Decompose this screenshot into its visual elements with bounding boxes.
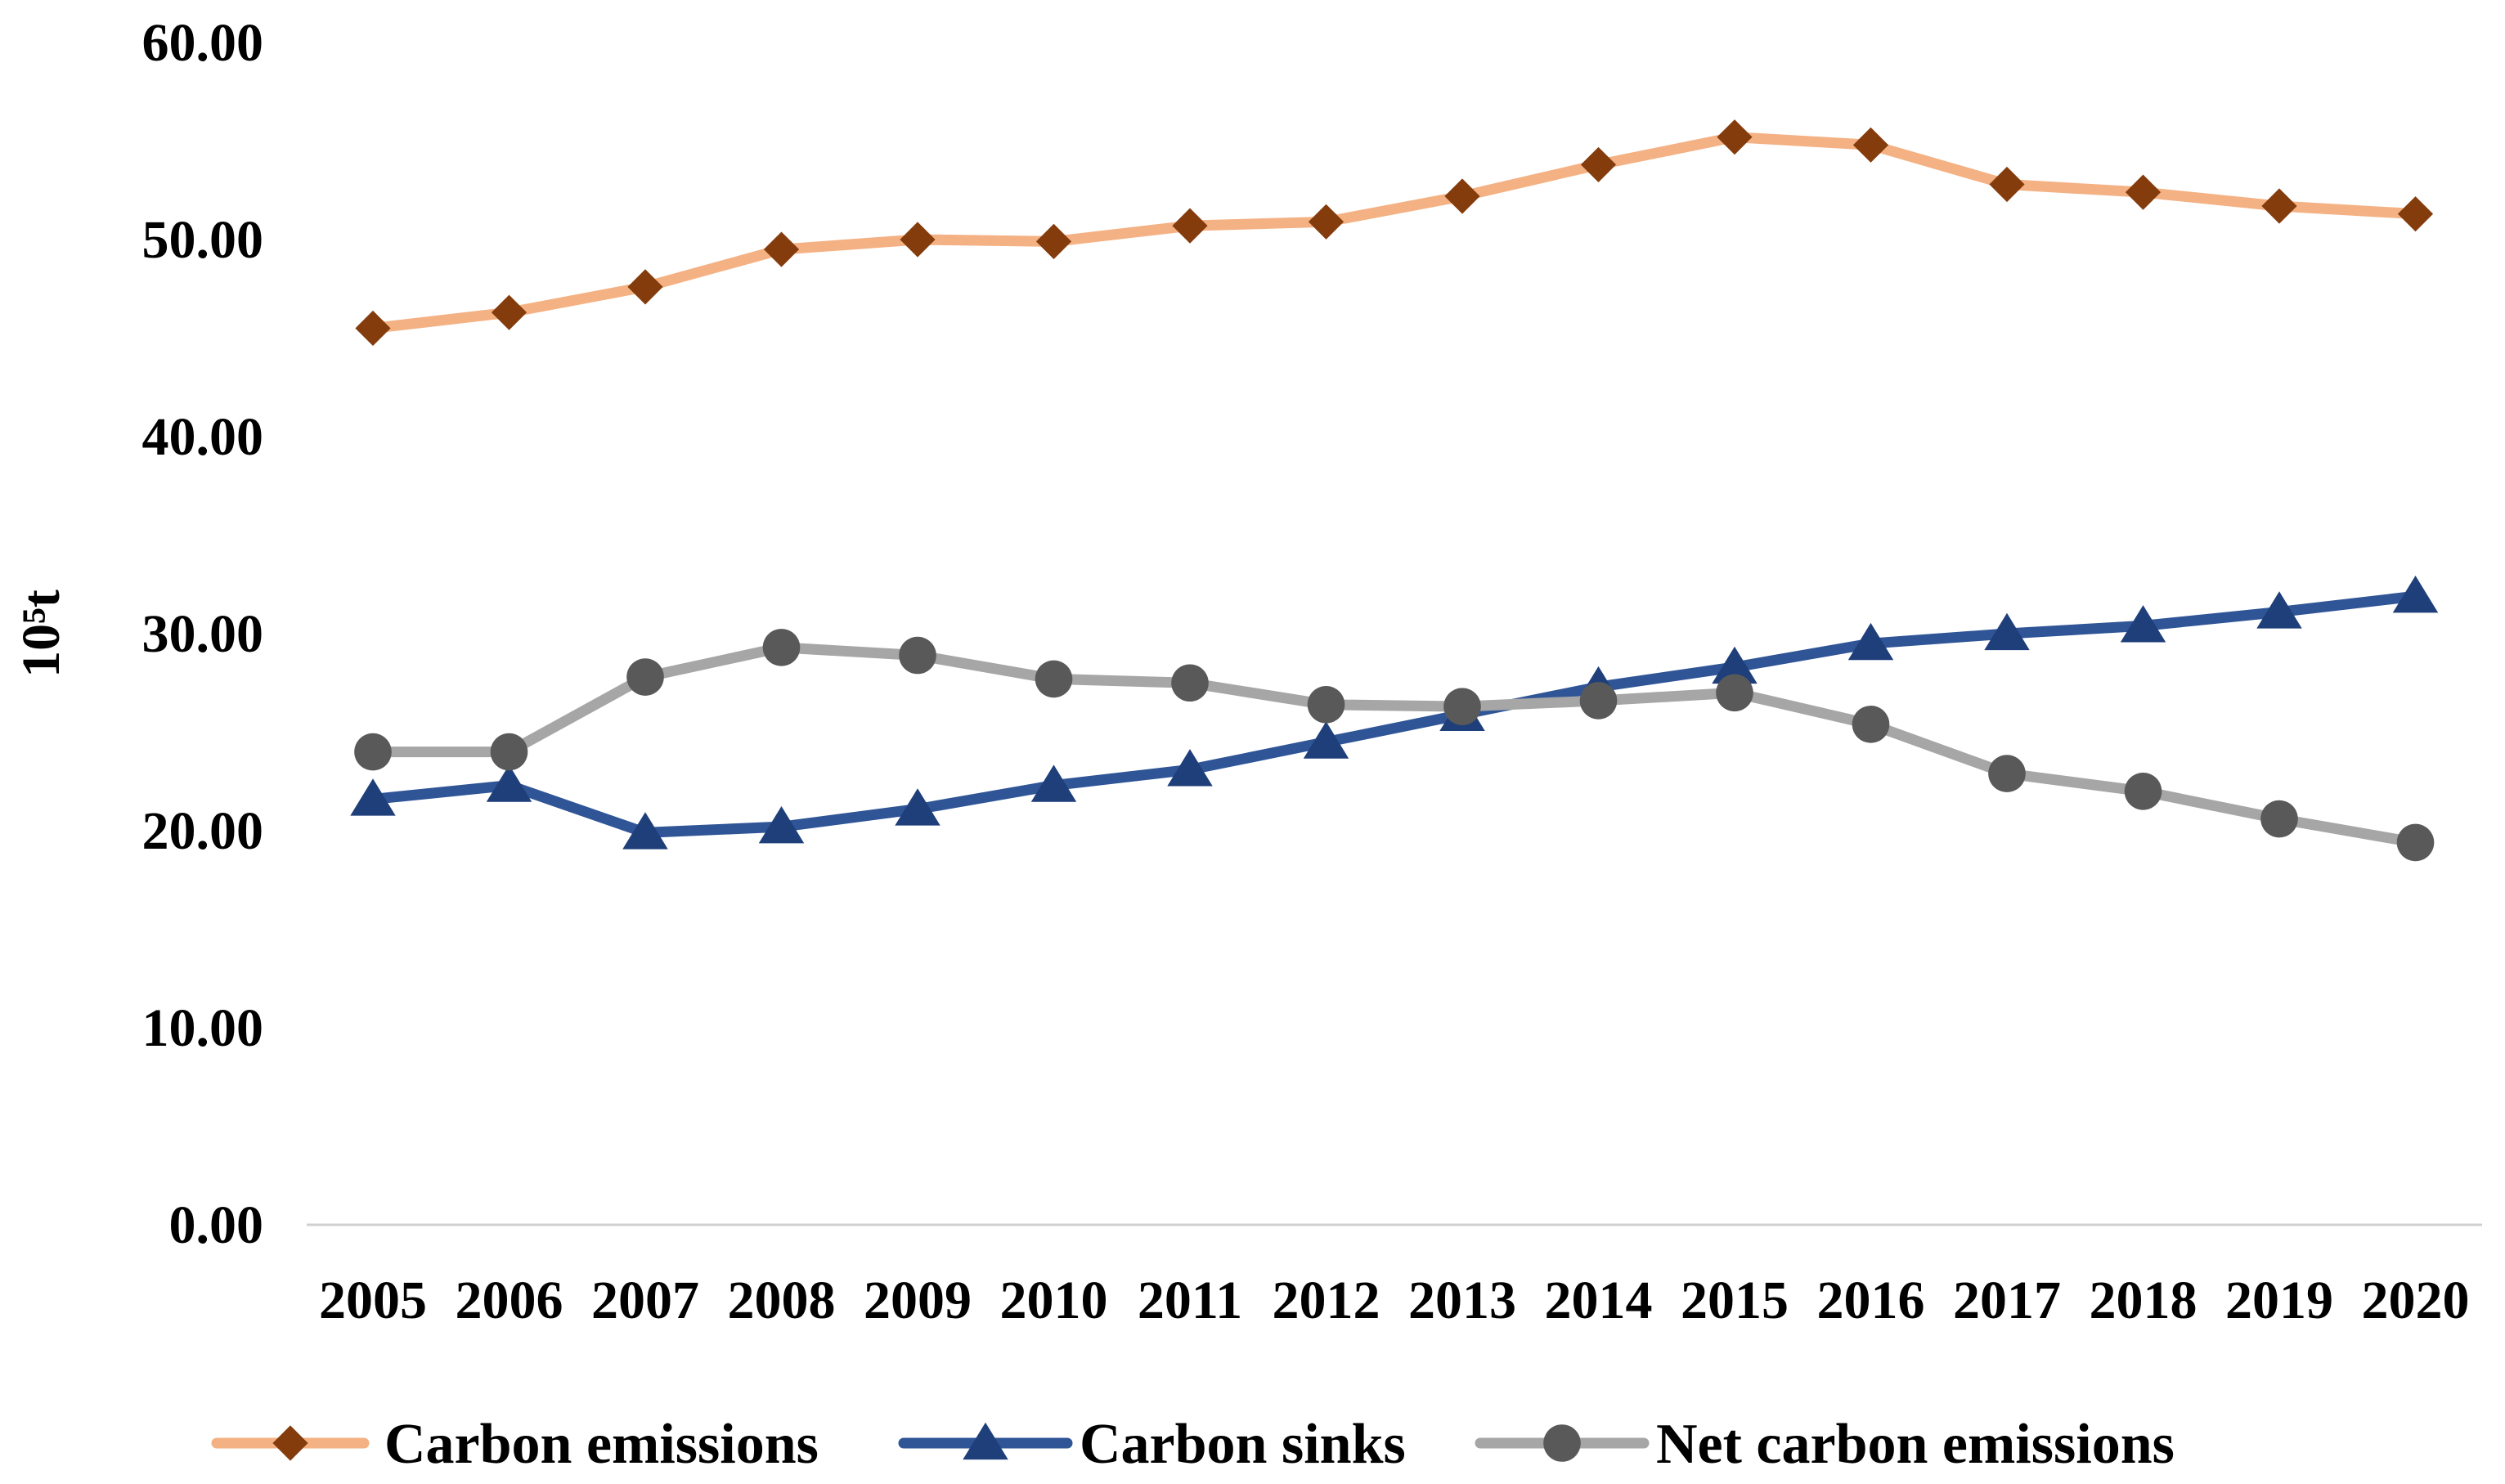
data-point-diamond xyxy=(1717,119,1753,155)
data-point-circle xyxy=(2124,773,2162,810)
x-tick-label: 2005 xyxy=(319,1271,427,1330)
series-line xyxy=(367,642,2421,848)
legend-marker-diamond xyxy=(272,1425,308,1461)
series-net-carbon-emissions xyxy=(354,629,2435,862)
x-tick-label: 2008 xyxy=(728,1271,836,1330)
y-tick-label: 50.00 xyxy=(142,210,264,270)
x-tick-label: 2006 xyxy=(456,1271,563,1330)
legend: Carbon emissions Carbon sinks Net carbon e… xyxy=(211,1413,2175,1476)
x-tick-label: 2011 xyxy=(1138,1271,1242,1330)
y-axis-tick-labels: 0.00 10.00 20.00 30.00 40.00 50.00 60.00 xyxy=(142,13,264,1255)
legend-marker-circle xyxy=(1543,1424,1581,1462)
data-point-diamond xyxy=(1580,146,1617,183)
x-tick-label: 2016 xyxy=(1817,1271,1925,1330)
y-tick-label: 10.00 xyxy=(142,998,264,1058)
legend-item: Carbon emissions xyxy=(211,1413,819,1476)
x-tick-label: 2010 xyxy=(1000,1271,1108,1330)
data-point-circle xyxy=(490,733,528,771)
data-point-triangle xyxy=(1303,721,1349,759)
data-point-circle xyxy=(899,636,936,675)
data-point-triangle xyxy=(2120,605,2166,643)
legend-label: Net carbon emissions xyxy=(1656,1413,2175,1476)
data-point-circle xyxy=(2260,800,2298,838)
x-tick-label: 2007 xyxy=(591,1271,699,1330)
data-point-circle xyxy=(1579,682,1618,720)
data-point-triangle xyxy=(1167,749,1213,787)
data-point-triangle xyxy=(1712,646,1758,684)
data-point-triangle xyxy=(895,788,940,826)
legend-label: Carbon sinks xyxy=(1080,1413,1406,1476)
data-point-diamond xyxy=(1444,178,1480,214)
data-point-diamond xyxy=(763,231,800,267)
data-point-diamond xyxy=(2261,188,2297,224)
series-line xyxy=(367,590,2421,838)
x-tick-label: 2017 xyxy=(1953,1271,2061,1330)
y-axis-label: 10⁵t xyxy=(11,590,71,678)
data-point-circle xyxy=(1443,688,1481,725)
x-tick-label: 2018 xyxy=(2090,1271,2197,1330)
x-tick-label: 2013 xyxy=(1408,1271,1516,1330)
y-tick-label: 40.00 xyxy=(142,407,264,467)
data-point-circle xyxy=(1716,674,1753,712)
x-tick-label: 2015 xyxy=(1681,1271,1789,1330)
data-point-diamond xyxy=(900,222,936,258)
data-point-circle xyxy=(762,629,801,666)
data-point-circle xyxy=(1988,755,2026,792)
y-tick-label: 0.00 xyxy=(169,1195,264,1255)
data-point-diamond xyxy=(491,294,527,330)
data-point-circle xyxy=(2396,823,2435,862)
x-tick-label: 2019 xyxy=(2225,1271,2333,1330)
y-tick-label: 60.00 xyxy=(142,13,264,73)
data-point-circle xyxy=(1171,664,1209,702)
series-line xyxy=(367,132,2421,334)
data-point-circle xyxy=(1852,706,1890,743)
data-point-diamond xyxy=(1172,208,1208,244)
x-tick-label: 2020 xyxy=(2362,1271,2470,1330)
x-tick-label: 2012 xyxy=(1273,1271,1380,1330)
x-tick-label: 2014 xyxy=(1545,1271,1653,1330)
legend-label: Carbon emissions xyxy=(384,1413,819,1476)
x-tick-label: 2009 xyxy=(864,1271,972,1330)
data-point-triangle xyxy=(2256,591,2302,629)
data-point-diamond xyxy=(1035,223,1072,260)
data-point-diamond xyxy=(627,269,663,305)
data-point-triangle xyxy=(758,805,805,844)
data-point-diamond xyxy=(1308,204,1345,240)
data-point-triangle xyxy=(622,812,668,850)
legend-item: Carbon sinks xyxy=(898,1413,1406,1476)
data-point-diamond xyxy=(1852,127,1889,163)
legend-marker-triangle xyxy=(963,1422,1008,1460)
series-carbon-sinks xyxy=(350,576,2439,850)
data-point-circle xyxy=(1307,685,1345,724)
data-point-diamond xyxy=(2125,174,2162,210)
data-point-circle xyxy=(354,733,392,771)
data-point-circle xyxy=(1035,660,1073,698)
y-tick-label: 30.00 xyxy=(142,604,264,664)
data-point-triangle xyxy=(2392,576,2439,613)
data-point-triangle xyxy=(350,778,396,816)
series-carbon-emissions xyxy=(355,119,2434,347)
data-point-diamond xyxy=(1989,166,2025,203)
data-point-triangle xyxy=(1030,764,1077,802)
data-point-circle xyxy=(626,658,664,696)
x-axis-tick-labels: 2005 2006 2007 2008 2009 2010 2011 2012 2013 2014… xyxy=(319,1271,2470,1330)
data-point-diamond xyxy=(355,310,391,347)
data-point-diamond xyxy=(2397,196,2434,232)
data-point-triangle xyxy=(486,764,532,802)
data-point-triangle xyxy=(1847,622,1894,661)
legend-item: Net carbon emissions xyxy=(1475,1413,2175,1476)
series-layer xyxy=(350,119,2439,862)
y-tick-label: 20.00 xyxy=(142,801,264,861)
data-point-triangle xyxy=(1984,612,2030,651)
